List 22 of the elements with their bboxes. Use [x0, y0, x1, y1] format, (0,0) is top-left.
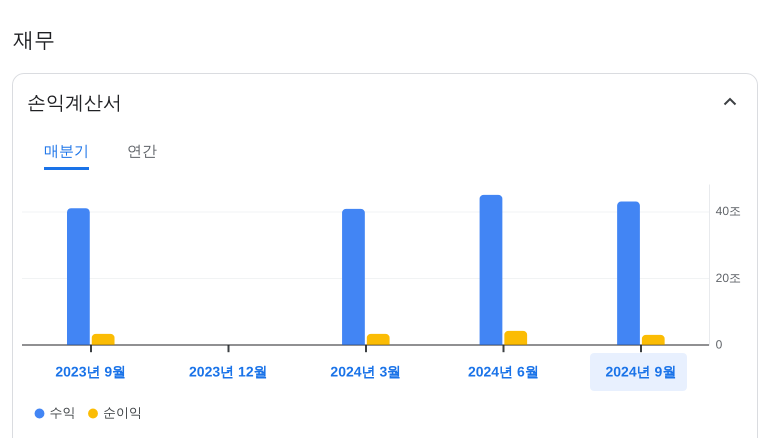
bar [67, 208, 90, 345]
bar [480, 194, 502, 345]
legend-label: 수익 [50, 405, 76, 420]
x-tick-label: 2024년 3월 [330, 363, 402, 380]
chart-subtitle: 손익계산서 [27, 92, 122, 116]
bar [92, 334, 115, 345]
chart-title: 재무 [13, 28, 55, 54]
x-tick-label: 2024년 6월 [468, 363, 539, 380]
bar [342, 208, 365, 345]
y-tick-label: 40조 [716, 204, 742, 218]
bar [617, 202, 640, 345]
x-tick-label: 2024년 9월 [605, 363, 676, 380]
y-tick-label: 20조 [716, 270, 742, 285]
x-tick-label: 2023년 12월 [188, 363, 268, 380]
bar [642, 334, 665, 345]
bar [366, 334, 390, 345]
text: 연간 [127, 142, 157, 162]
text: 매분기 [44, 142, 89, 170]
bar [504, 330, 528, 345]
y-tick-label: 0 [716, 338, 723, 352]
x-tick-label: 2023년 9월 [55, 363, 126, 380]
legend-label: 순이익 [103, 405, 142, 420]
